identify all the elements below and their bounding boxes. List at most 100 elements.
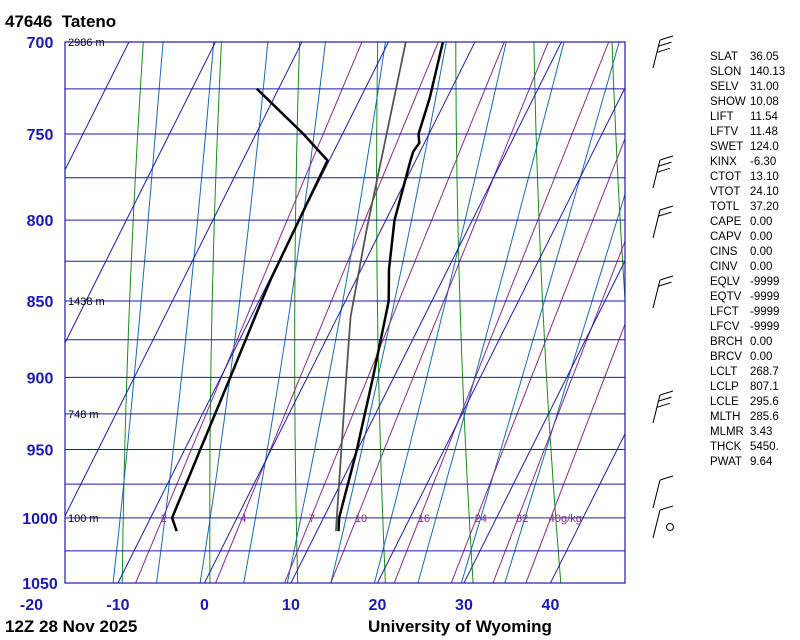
isotherm-line (463, 259, 625, 583)
stat-key: TOTL (710, 201, 740, 213)
stat-value: -9999 (750, 276, 780, 288)
stat-key: MLTH (710, 411, 741, 423)
stat-row: PWAT 9.64 (710, 455, 785, 470)
temperature-tick-label: -20 (20, 597, 43, 614)
stat-row: MLTH 285.6 (710, 410, 785, 425)
isotherm-line (65, 42, 303, 518)
height-label: 748 m (68, 409, 99, 421)
stat-row: LFCT -9999 (710, 305, 785, 320)
stat-key: BRCH (710, 336, 743, 348)
wind-barb-flag (658, 41, 672, 47)
wind-barb-flag (659, 275, 674, 281)
stat-key: KINX (710, 156, 737, 168)
stat-row: SWET 124.0 (710, 140, 785, 155)
mixing-ratio-label: 16 (418, 513, 430, 525)
mixing-ratio-label: 7 (309, 513, 315, 525)
pressure-tick-label: 800 (27, 213, 54, 230)
stat-value: 3.43 (750, 426, 773, 438)
isotherm-line (117, 42, 390, 583)
stat-key: EQTV (710, 291, 742, 303)
stat-value: 0.00 (750, 246, 773, 258)
stat-value: 124.0 (750, 141, 779, 153)
mixing-ratio-label: 40g/kg (549, 513, 582, 525)
stat-row: BRCV 0.00 (710, 350, 785, 365)
stat-key: CTOT (710, 171, 742, 183)
height-label: 2986 m (68, 37, 105, 49)
stat-value: 0.00 (750, 351, 773, 363)
mixing-ratio-label: 24 (475, 513, 487, 525)
wind-barb-flag (659, 390, 674, 396)
stat-value: -9999 (750, 321, 780, 333)
stat-row: SLAT 36.05 (710, 50, 785, 65)
wind-barb-flag (659, 35, 674, 41)
pressure-tick-label: 850 (27, 294, 54, 311)
station-title: 47646 Tateno (5, 12, 117, 31)
wind-barb-flag (659, 475, 674, 481)
moist-adiabat-line (112, 42, 164, 583)
stat-key: LCLP (710, 381, 739, 393)
stat-row: SHOW 10.08 (710, 95, 785, 110)
stat-row: EQLV -9999 (710, 275, 785, 290)
stat-value: 295.6 (750, 396, 779, 408)
mixing-ratio-label: 32 (516, 513, 528, 525)
mixing-ratio-line (393, 42, 610, 583)
mixing-ratio-line (284, 42, 505, 583)
stat-value: -9999 (750, 291, 780, 303)
dewpoint-profile (170, 87, 329, 532)
stat-row: SELV 31.00 (710, 80, 785, 95)
temperature-tick-label: 40 (542, 597, 560, 614)
stat-key: CINS (710, 246, 738, 258)
pressure-tick-label: 1000 (22, 511, 58, 528)
wind-barb-flag (658, 211, 672, 217)
isotherm-line (290, 42, 563, 583)
stat-key: THCK (710, 441, 742, 453)
plot-frame (64, 41, 626, 584)
stat-value: 0.00 (750, 261, 773, 273)
stat-value: 9.64 (750, 456, 773, 468)
stability-indices-panel: SLAT 36.05 SLON 140.13 SELV 31.00 SHOW 10.08 LIF… (710, 50, 785, 470)
wind-barb-flag (658, 281, 672, 287)
stat-row: LCLE 295.6 (710, 395, 785, 410)
dry-adiabat-line (294, 42, 301, 583)
pressure-tick-label: 950 (27, 442, 54, 459)
wind-barb-flag (659, 505, 674, 511)
source-label: University of Wyoming (368, 617, 552, 636)
stat-row: CAPE 0.00 (710, 215, 785, 230)
moist-adiabat-line (460, 42, 620, 583)
wind-barb-shaft (652, 159, 661, 189)
stat-key: LCLE (710, 396, 739, 408)
stat-row: LFTV 11.48 (710, 125, 785, 140)
stat-key: BRCV (710, 351, 742, 363)
mixing-ratio-line (215, 42, 439, 583)
stat-key: CAPE (710, 216, 742, 228)
stat-value: 11.54 (750, 111, 778, 123)
mixing-ratio-line (135, 42, 363, 583)
chart-labels: 700 750 800 850 900 950 1000 1050 -20 -10 0 10 20 30 4… (20, 35, 582, 614)
moist-adiabat-line (417, 42, 565, 583)
temperature-tick-label: 20 (369, 597, 387, 614)
stat-row: SLON 140.13 (710, 65, 785, 80)
moist-adiabat-line (504, 192, 625, 583)
moist-adiabat-line (156, 42, 215, 583)
wind-barb-shaft (652, 209, 661, 239)
temperature-tick-label: -10 (106, 597, 129, 614)
wind-barb-flag (656, 402, 671, 408)
dry-adiabat-line (455, 42, 474, 583)
mixing-ratio-label: 2 (161, 513, 167, 525)
isotherm-line (0, 0, 92, 640)
stat-row: LCLP 807.1 (710, 380, 785, 395)
stat-key: LFCT (710, 306, 739, 318)
stat-value: 268.7 (750, 366, 779, 378)
stat-value: 10.08 (750, 96, 779, 108)
isotherm-line (376, 86, 625, 583)
stat-value: 37.20 (750, 201, 779, 213)
stat-row: CTOT 13.10 (710, 170, 785, 185)
stat-value: 36.05 (750, 51, 779, 63)
isotherm-line (0, 0, 5, 640)
stat-row: VTOT 24.10 (710, 185, 785, 200)
stat-row: LIFT 11.54 (710, 110, 785, 125)
stat-value: 31.00 (750, 81, 779, 93)
stat-value: 285.6 (750, 411, 779, 423)
stat-key: PWAT (710, 456, 742, 468)
